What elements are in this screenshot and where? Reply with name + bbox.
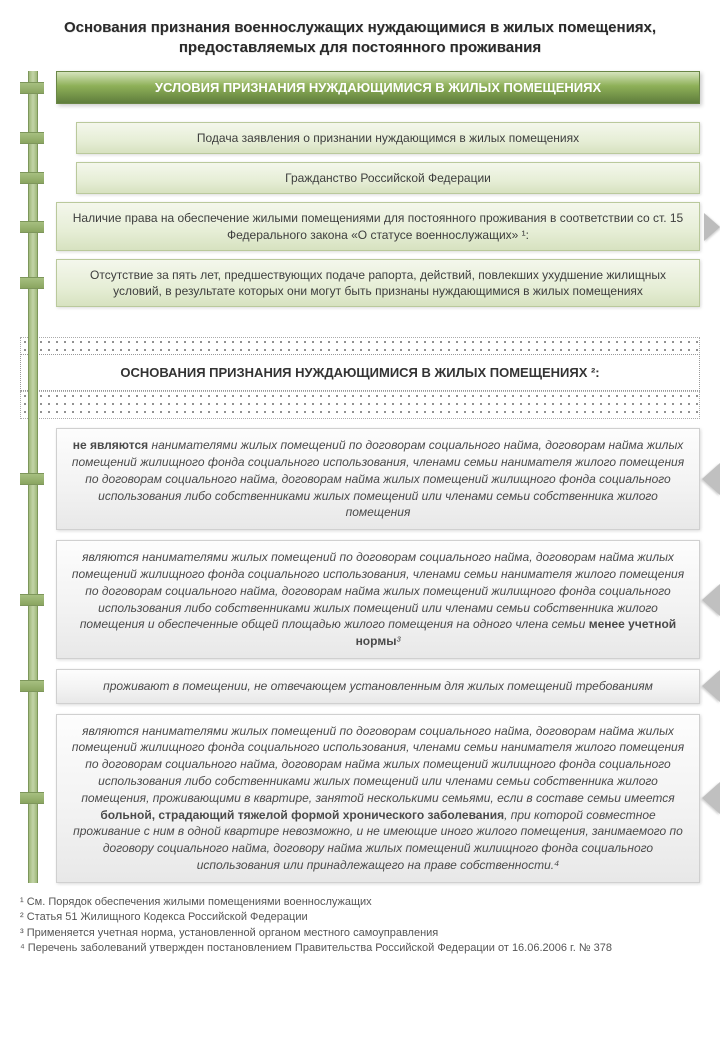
basis-box: являются нанимателями жилых помещений по… [56,714,700,883]
footnote-line: ⁴ Перечень заболеваний утвержден постано… [20,941,700,956]
basis-row: являются нанимателями жилых помещений по… [56,714,700,883]
condition-row: Отсутствие за пять лет, предшествующих п… [56,259,700,307]
footnote-line: ³ Применяется учетная норма, установленн… [20,926,700,941]
condition-box: Наличие права на обеспечение жилыми поме… [56,202,700,250]
footnote-line: ¹ См. Порядок обеспечения жилыми помещен… [20,895,700,910]
section2-header: ОСНОВАНИЯ ПРИЗНАНИЯ НУЖДАЮЩИМИСЯ В ЖИЛЫХ… [20,354,700,391]
basis-row: являются нанимателями жилых помещений по… [56,540,700,659]
footnotes: ¹ См. Порядок обеспечения жилыми помещен… [20,895,700,957]
basis-box: являются нанимателями жилых помещений по… [56,540,700,659]
condition-row: Гражданство Российской Федерации [56,162,700,194]
condition-row: Наличие права на обеспечение жилыми поме… [56,202,700,250]
section2-connector-bot [20,391,700,419]
condition-box: Отсутствие за пять лет, предшествующих п… [56,259,700,307]
basis-row: не являются нанимателями жилых помещений… [56,428,700,530]
arrow-left-icon [702,584,720,616]
basis-row: проживают в помещении, не отвечающем уст… [56,669,700,704]
basis-box: проживают в помещении, не отвечающем уст… [56,669,700,704]
footnote-line: ² Статья 51 Жилищного Кодекса Российской… [20,910,700,925]
arrow-right-icon [704,213,720,241]
arrow-left-icon [702,670,720,702]
basis-box: не являются нанимателями жилых помещений… [56,428,700,530]
arrow-left-icon [702,463,720,495]
condition-row: Подача заявления о признании нуждающимся… [56,122,700,154]
section1-header: УСЛОВИЯ ПРИЗНАНИЯ НУЖДАЮЩИМИСЯ В ЖИЛЫХ П… [56,71,700,104]
section1-header-row: УСЛОВИЯ ПРИЗНАНИЯ НУЖДАЮЩИМИСЯ В ЖИЛЫХ П… [56,71,700,104]
arrow-left-icon [702,782,720,814]
condition-box: Гражданство Российской Федерации [76,162,700,194]
content-area: УСЛОВИЯ ПРИЗНАНИЯ НУЖДАЮЩИМИСЯ В ЖИЛЫХ П… [20,71,700,883]
main-title: Основания признания военнослужащих нужда… [60,18,660,57]
condition-box: Подача заявления о признании нуждающимся… [76,122,700,154]
section2-connector-top [20,337,700,355]
